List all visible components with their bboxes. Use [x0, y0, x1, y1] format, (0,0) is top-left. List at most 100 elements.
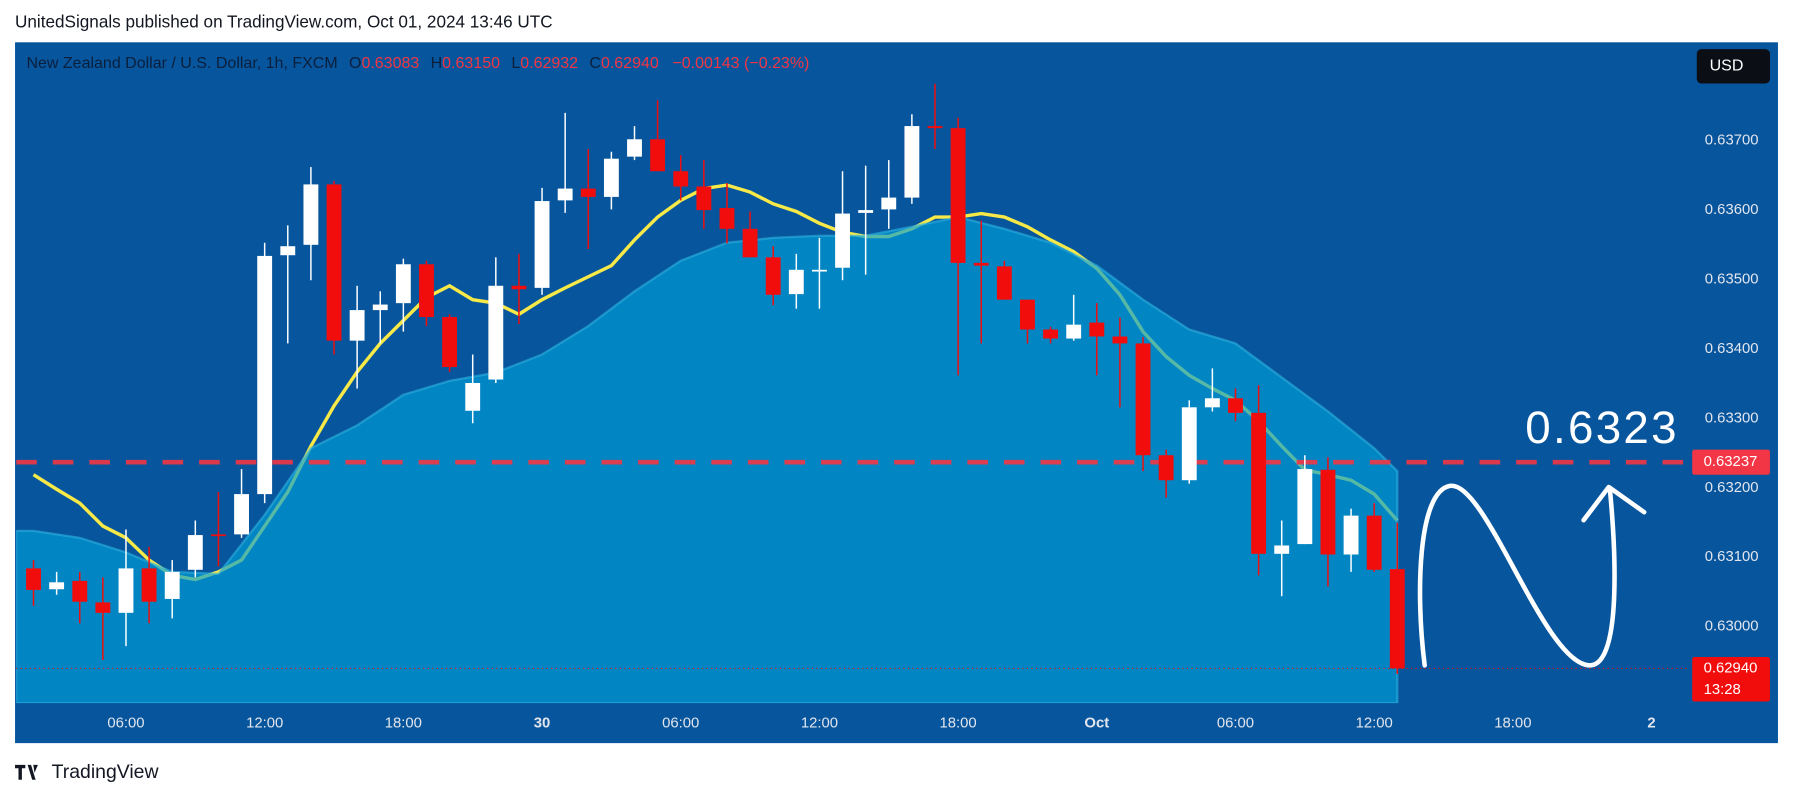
candle-body: [1020, 299, 1035, 330]
candle-body: [1274, 545, 1290, 554]
x-tick-label: 12:00: [801, 716, 838, 732]
price-line-label: 0.63237: [1704, 454, 1758, 470]
candle-body: [904, 126, 920, 198]
candle-body: [788, 269, 804, 295]
currency-button[interactable]: [1696, 49, 1770, 84]
candle-body: [650, 139, 666, 172]
candle-body: [950, 128, 966, 263]
footer-text: TradingView: [52, 761, 160, 783]
legend-label: C: [589, 55, 601, 72]
x-tick-label: 2: [1647, 716, 1655, 732]
y-tick-label: 0.63000: [1705, 619, 1759, 635]
legend: New Zealand Dollar / U.S. Dollar, 1h, FX…: [26, 55, 809, 72]
x-tick-label: 06:00: [662, 716, 699, 732]
legend-label: O: [349, 55, 361, 72]
x-tick-label: 18:00: [1494, 716, 1531, 732]
candle-body: [765, 257, 781, 295]
x-tick-label: 06:00: [1217, 716, 1254, 732]
y-tick-label: 0.63600: [1705, 202, 1759, 218]
candle-body: [303, 184, 319, 245]
x-tick-label: 18:00: [940, 716, 977, 732]
candle-body: [1366, 515, 1382, 570]
candle-body: [1343, 515, 1359, 555]
candle-body: [811, 269, 827, 272]
legend-value: 0.63150: [442, 55, 500, 72]
candle-body: [534, 201, 550, 288]
candle-body: [927, 126, 943, 129]
candle-body: [858, 210, 874, 213]
candle-body: [511, 285, 527, 290]
candle-body: [234, 494, 249, 535]
candle-body: [164, 571, 180, 599]
annotation: 0.6323: [1525, 402, 1679, 453]
candle-body: [442, 317, 458, 368]
candle-body: [719, 208, 735, 229]
y-tick-label: 0.63500: [1705, 271, 1759, 287]
candle-body: [95, 602, 111, 613]
x-tick-label: 06:00: [107, 716, 144, 732]
candle-body: [1320, 469, 1336, 555]
candle-body: [1204, 398, 1220, 408]
candle-body: [603, 158, 619, 197]
candle-body: [580, 188, 596, 197]
candle-body: [1181, 407, 1197, 481]
candle-body: [187, 535, 203, 570]
last-price-label: 0.62940: [1704, 660, 1758, 676]
x-tick-label: 30: [534, 716, 551, 732]
price-line-box: [1692, 449, 1770, 475]
candle-body: [1389, 569, 1405, 669]
y-tick-label: 0.63700: [1705, 133, 1759, 149]
y-tick-label: 0.63300: [1705, 410, 1759, 426]
candle-body: [26, 568, 41, 590]
candle-body: [1089, 322, 1105, 337]
candle-body: [1297, 469, 1313, 545]
candle-body: [1066, 324, 1082, 339]
legend-label: H: [431, 55, 443, 72]
candle-body: [488, 285, 504, 380]
x-tick-label: 12:00: [1356, 716, 1393, 732]
candle-body: [349, 310, 365, 341]
candle-body: [881, 197, 897, 210]
candle-body: [1251, 412, 1267, 554]
candle-body: [696, 186, 712, 211]
countdown-label: 13:28: [1704, 682, 1741, 698]
y-tick-label: 0.63200: [1705, 480, 1759, 496]
legend-label: L: [511, 55, 520, 72]
candle-body: [49, 582, 65, 590]
candle-body: [118, 568, 134, 613]
candle-body: [835, 213, 850, 268]
legend-change: −0.00143 (−0.23%): [672, 55, 809, 72]
candle-body: [465, 382, 481, 411]
candle-body: [326, 184, 342, 341]
candle-body: [557, 188, 573, 201]
candle-body: [742, 228, 758, 258]
candle-body: [395, 264, 411, 304]
currency-label: USD: [1710, 58, 1744, 75]
candle-body: [419, 264, 434, 318]
legend-value: 0.63083: [361, 55, 419, 72]
candle-body: [141, 568, 157, 602]
candle-body: [280, 246, 296, 256]
legend-title: New Zealand Dollar / U.S. Dollar, 1h, FX…: [26, 55, 337, 72]
candle-body: [257, 255, 273, 495]
logo-icon: [15, 764, 38, 780]
legend-value: 0.62932: [520, 55, 578, 72]
candle-body: [211, 534, 226, 537]
candle-body: [996, 266, 1012, 300]
publisher: UnitedSignals published on TradingView.c…: [15, 11, 553, 31]
plot-area: [16, 83, 1690, 704]
y-tick-label: 0.63100: [1705, 549, 1759, 565]
x-tick-label: 12:00: [246, 716, 283, 732]
candle-body: [627, 139, 642, 157]
candle-body: [973, 262, 989, 266]
last-price-box: [1692, 656, 1770, 702]
hand-drawn-arrow: [1417, 483, 1647, 668]
candle-body: [1112, 336, 1128, 344]
candle-body: [1158, 455, 1174, 481]
candle-body: [673, 171, 689, 187]
candle-body: [1228, 398, 1243, 413]
x-tick-label: 18:00: [385, 716, 422, 732]
candle-body: [72, 580, 88, 602]
candle-body: [1043, 329, 1059, 339]
